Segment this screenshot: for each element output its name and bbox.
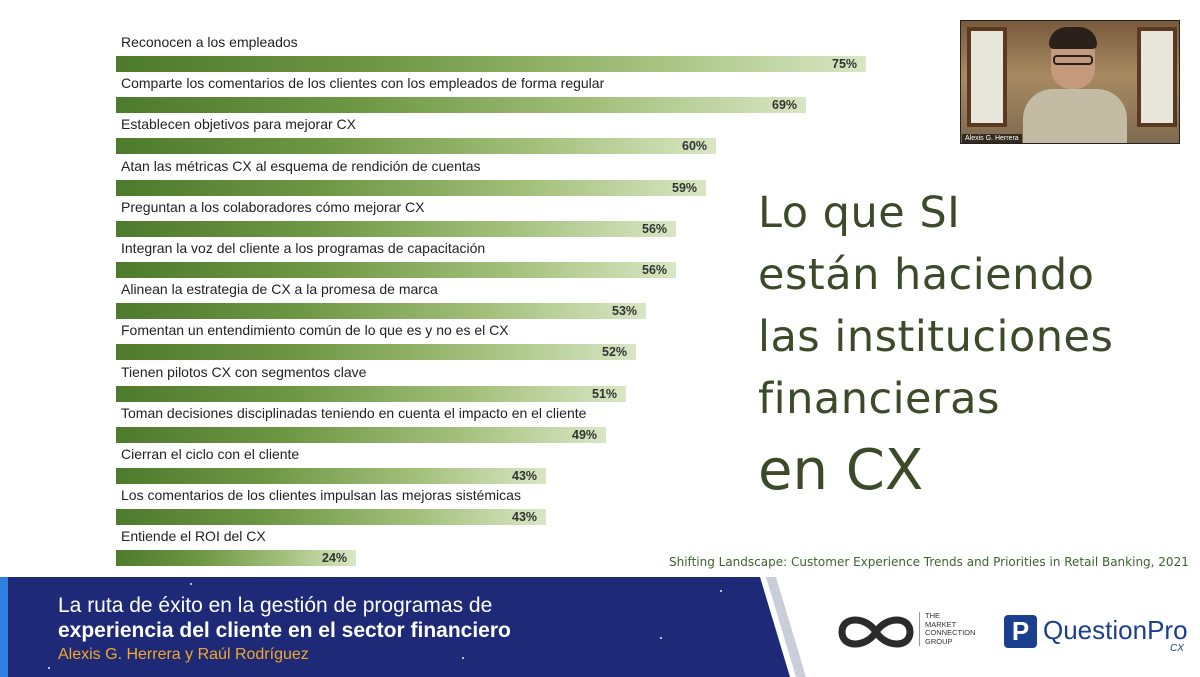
bar <box>116 468 546 484</box>
bar-category-label: Integran la voz del cliente a los progra… <box>121 240 486 256</box>
bar-category-label: Los comentarios de los clientes impulsan… <box>121 487 521 504</box>
questionpro-logo-sub: CX <box>1170 643 1184 654</box>
bar <box>116 385 626 402</box>
bar-category-label: Preguntan a los colaboradores cómo mejor… <box>121 198 425 215</box>
bar-category-label: Comparte los comentarios de los clientes… <box>121 75 605 92</box>
sparkle-dot <box>48 667 50 669</box>
bar-category-label: Cierran el ciclo con el cliente <box>121 446 300 462</box>
tmc-logo-line: CONNECTION <box>925 628 976 638</box>
bar-value-label: 75% <box>832 57 858 71</box>
bar-value-label: 43% <box>512 510 538 525</box>
bar-value-label: 56% <box>642 263 668 277</box>
bar <box>116 138 716 155</box>
sparkle-dot <box>660 637 662 639</box>
bar <box>116 262 676 278</box>
bar-value-label: 56% <box>642 221 668 236</box>
person-glasses <box>1053 55 1093 65</box>
bar-value-label: 24% <box>322 551 348 566</box>
bar-category-label: Entiende el ROI del CX <box>121 528 266 545</box>
bar-value-label: 53% <box>612 304 638 319</box>
bar <box>116 550 356 567</box>
bar <box>116 56 866 72</box>
headline-line: las instituciones <box>758 312 1114 362</box>
person-hair <box>1049 27 1097 49</box>
bar-value-label: 51% <box>592 386 618 401</box>
bar <box>116 97 806 114</box>
banner-title-line-2: experiencia del cliente en el sector fin… <box>58 619 511 642</box>
banner-accent-bar <box>0 577 8 677</box>
lower-third-banner: La ruta de éxito en la gestión de progra… <box>0 577 1200 677</box>
questionpro-logo-icon: P <box>1004 615 1037 648</box>
bar-value-label: 43% <box>512 469 538 483</box>
banner-title-line-1: La ruta de éxito en la gestión de progra… <box>58 594 493 617</box>
bar-value-label: 49% <box>572 427 598 442</box>
bar-category-label: Toman decisiones disciplinadas teniendo … <box>121 404 587 421</box>
headline-line: están haciendo <box>758 250 1095 300</box>
banner-background <box>0 577 790 677</box>
tmc-logo-line: MARKET <box>925 619 957 629</box>
bar <box>116 426 606 443</box>
window-shape <box>967 27 1007 127</box>
bar-category-label: Tienen pilotos CX con segmentos clave <box>121 363 367 380</box>
bar <box>116 509 546 526</box>
bar-value-label: 59% <box>672 180 698 195</box>
webcam-name-tag: Alexis G. Herrera <box>962 134 1022 143</box>
bar-category-label: Fomentan un entendimiento común de lo qu… <box>121 322 509 339</box>
banner-presenters: Alexis G. Herrera y Raúl Rodríguez <box>58 646 309 663</box>
source-citation: Shifting Landscape: Customer Experience … <box>669 555 1189 569</box>
bar-chart: Reconocen a los empleados 75% Comparte los… <box>116 34 866 567</box>
bar <box>116 179 706 196</box>
webcam-video <box>960 20 1180 144</box>
bar <box>116 344 636 361</box>
tmc-logo-line: GROUP <box>925 636 953 646</box>
sparkle-dot <box>190 583 192 585</box>
questionpro-logo-text: QuestionPro <box>1043 615 1188 645</box>
bar-category-label: Establecen objetivos para mejorar CX <box>121 116 357 133</box>
headline-line: Lo que SI <box>758 188 961 238</box>
tmc-logo-text: THE MARKET CONNECTION GROUP <box>919 611 976 647</box>
sparkle-dot <box>462 657 464 659</box>
bar-category-label: Atan las métricas CX al esquema de rendi… <box>121 157 481 174</box>
bar-category-label: Alinean la estrategia de CX a la promesa… <box>121 281 438 298</box>
bar <box>116 303 646 320</box>
tmc-logo-line: THE <box>925 611 940 620</box>
headline-line: financieras <box>758 374 1000 424</box>
bar-value-label: 52% <box>602 345 628 360</box>
sparkle-dot <box>720 590 722 592</box>
slide-headline: Lo que SI están haciendo las institucion… <box>758 182 1178 512</box>
bar <box>116 220 676 237</box>
bar-category-label: Reconocen a los empleados <box>121 34 298 50</box>
headline-emphasis: en CX <box>758 438 924 503</box>
bar-value-label: 60% <box>682 139 708 154</box>
person-body <box>1023 89 1127 143</box>
bar-value-label: 69% <box>772 98 798 113</box>
window-shape <box>1137 27 1177 127</box>
infinity-logo-icon <box>838 616 914 648</box>
